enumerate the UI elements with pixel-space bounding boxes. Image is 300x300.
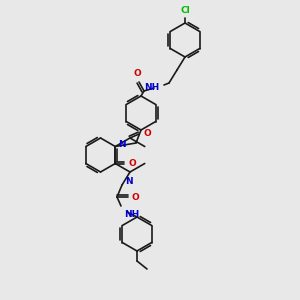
Text: O: O: [131, 193, 139, 202]
Text: NH: NH: [124, 210, 139, 219]
Text: N: N: [125, 177, 133, 186]
Text: N: N: [118, 140, 126, 149]
Text: O: O: [143, 128, 151, 137]
Text: O: O: [133, 69, 141, 78]
Text: O: O: [128, 159, 136, 168]
Text: Cl: Cl: [180, 6, 190, 15]
Text: NH: NH: [144, 83, 159, 92]
